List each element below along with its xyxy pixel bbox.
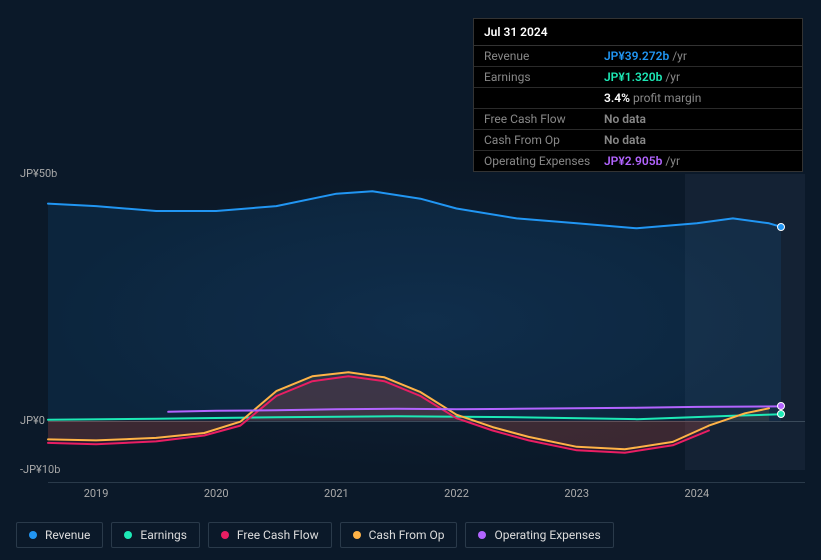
tooltip-row-value: JP¥1.320b /yr [604, 70, 680, 84]
tooltip-row-value: JP¥39.272b /yr [604, 49, 687, 63]
legend-item-revenue[interactable]: Revenue [16, 522, 103, 548]
tooltip-row-value: No data [604, 133, 646, 147]
legend-item-cfo[interactable]: Cash From Op [340, 522, 458, 548]
legend-label: Earnings [140, 528, 187, 542]
tooltip-row-label [484, 91, 604, 105]
tooltip-row: Cash From OpNo data [474, 130, 802, 151]
x-axis-label: 2019 [84, 487, 109, 500]
tooltip-row-value: JP¥2.905b /yr [604, 154, 680, 168]
tooltip-row-label: Free Cash Flow [484, 112, 604, 126]
series-end-marker [777, 410, 785, 418]
legend-dot-icon [29, 531, 37, 539]
tooltip-row-label: Cash From Op [484, 133, 604, 147]
tooltip-row: RevenueJP¥39.272b /yr [474, 46, 802, 67]
x-axis-label: 2021 [324, 487, 349, 500]
legend-item-fcf[interactable]: Free Cash Flow [208, 522, 332, 548]
x-axis: 2019 2020 2021 2022 2023 2024 [48, 482, 805, 500]
legend-label: Cash From Op [369, 528, 445, 542]
series-end-marker [777, 402, 785, 410]
legend-item-opex[interactable]: Operating Expenses [465, 522, 613, 548]
tooltip-row-label: Operating Expenses [484, 154, 604, 168]
legend-dot-icon [221, 531, 229, 539]
tooltip-row: 3.4% profit margin [474, 88, 802, 109]
tooltip-row: Free Cash FlowNo data [474, 109, 802, 130]
x-axis-label: 2024 [684, 487, 709, 500]
legend-dot-icon [478, 531, 486, 539]
y-axis-label: JP¥0 [20, 414, 45, 427]
chart-plot-area[interactable] [48, 174, 805, 470]
data-tooltip: Jul 31 2024 RevenueJP¥39.272b /yrEarning… [473, 18, 803, 172]
chart-legend: Revenue Earnings Free Cash Flow Cash From O… [16, 522, 614, 548]
tooltip-row-value: No data [604, 112, 646, 126]
legend-label: Operating Expenses [494, 528, 600, 542]
legend-label: Free Cash Flow [237, 528, 319, 542]
tooltip-rows: RevenueJP¥39.272b /yrEarningsJP¥1.320b /… [474, 46, 802, 171]
legend-dot-icon [124, 531, 132, 539]
tooltip-row: EarningsJP¥1.320b /yr [474, 67, 802, 88]
tooltip-date: Jul 31 2024 [474, 19, 802, 46]
x-axis-label: 2023 [564, 487, 589, 500]
tooltip-row-label: Revenue [484, 49, 604, 63]
legend-item-earnings[interactable]: Earnings [111, 522, 200, 548]
tooltip-row-label: Earnings [484, 70, 604, 84]
legend-label: Revenue [45, 528, 90, 542]
tooltip-row-value: 3.4% profit margin [604, 91, 701, 105]
x-axis-label: 2020 [204, 487, 229, 500]
financials-chart[interactable]: JP¥50bJP¥0-JP¥10b 2019202020212022202320… [16, 160, 805, 500]
legend-dot-icon [353, 531, 361, 539]
tooltip-row: Operating ExpensesJP¥2.905b /yr [474, 151, 802, 171]
x-axis-label: 2022 [444, 487, 469, 500]
series-end-marker [777, 223, 785, 231]
